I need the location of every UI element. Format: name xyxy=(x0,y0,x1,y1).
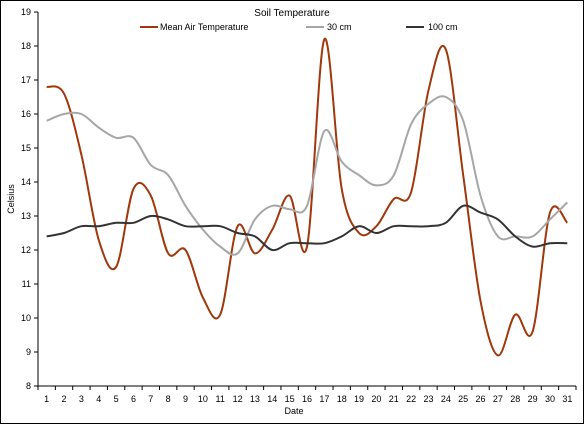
x-tick-label: 6 xyxy=(131,394,136,404)
x-tick-label: 23 xyxy=(423,394,433,404)
y-axis-label: Celsius xyxy=(6,184,16,214)
x-tick-label: 29 xyxy=(528,394,538,404)
x-tick-label: 30 xyxy=(545,394,555,404)
legend-label-30cm: 30 cm xyxy=(327,22,352,32)
x-tick-label: 9 xyxy=(183,394,188,404)
x-tick-label: 26 xyxy=(476,394,486,404)
series-line-mean-air-temperature xyxy=(46,38,569,357)
chart-title: Soil Temperature xyxy=(254,8,330,19)
y-tick-label: 17 xyxy=(21,75,31,85)
x-tick-label: 2 xyxy=(62,394,67,404)
x-tick-label: 3 xyxy=(79,394,84,404)
x-tick-label: 18 xyxy=(337,394,347,404)
y-tick-label: 8 xyxy=(26,381,31,391)
y-tick-label: 10 xyxy=(21,313,31,323)
x-tick-label: 8 xyxy=(166,394,171,404)
legend-label-air: Mean Air Temperature xyxy=(160,22,248,32)
x-tick-label: 17 xyxy=(319,394,329,404)
x-tick-label: 20 xyxy=(371,394,381,404)
legend: Mean Air Temperature 30 cm 100 cm xyxy=(140,22,458,32)
y-tick-label: 18 xyxy=(21,41,31,51)
y-tick-label: 19 xyxy=(21,7,31,17)
x-tick-label: 15 xyxy=(285,394,295,404)
x-tick-label: 10 xyxy=(198,394,208,404)
x-axis-label: Date xyxy=(284,406,303,416)
y-tick-label: 13 xyxy=(21,211,31,221)
series-line-100cm xyxy=(46,204,568,252)
y-tick-label: 9 xyxy=(26,347,31,357)
x-tick-label: 16 xyxy=(302,394,312,404)
x-tick-label: 5 xyxy=(114,394,119,404)
x-tick-label: 7 xyxy=(148,394,153,404)
x-tick-label: 21 xyxy=(389,394,399,404)
x-tick-label: 24 xyxy=(441,394,451,404)
y-tick-label: 11 xyxy=(22,279,31,289)
x-tick-label: 1 xyxy=(44,394,49,404)
x-tick-label: 28 xyxy=(510,394,520,404)
y-tick-label: 12 xyxy=(21,245,31,255)
y-tick-label: 14 xyxy=(21,177,31,187)
x-tick-label: 13 xyxy=(250,394,260,404)
x-tick-label: 22 xyxy=(406,394,416,404)
x-tick-label: 25 xyxy=(458,394,468,404)
series-lines xyxy=(46,38,569,357)
x-tick-label: 27 xyxy=(493,394,503,404)
legend-label-100cm: 100 cm xyxy=(428,22,458,32)
y-tick-label: 15 xyxy=(21,143,31,153)
y-tick-label: 16 xyxy=(21,109,31,119)
x-tick-label: 19 xyxy=(354,394,364,404)
x-tick-label: 31 xyxy=(562,394,572,404)
x-tick-label: 4 xyxy=(96,394,101,404)
series-line-30cm xyxy=(46,95,568,256)
x-tick-label: 12 xyxy=(233,394,243,404)
x-tick-label: 14 xyxy=(267,394,277,404)
x-tick-label: 11 xyxy=(216,394,225,404)
